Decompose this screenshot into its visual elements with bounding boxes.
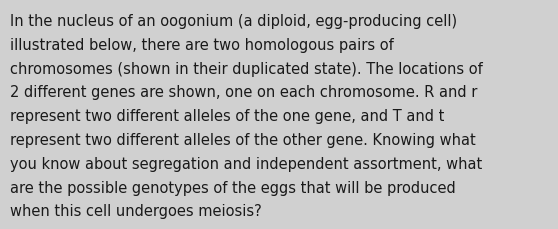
Text: when this cell undergoes meiosis?: when this cell undergoes meiosis? xyxy=(10,204,262,218)
Text: 2 different genes are shown, one on each chromosome. R and r: 2 different genes are shown, one on each… xyxy=(10,85,478,100)
Text: In the nucleus of an oogonium (a diploid, egg-producing cell): In the nucleus of an oogonium (a diploid… xyxy=(10,14,457,29)
Text: you know about segregation and independent assortment, what: you know about segregation and independe… xyxy=(10,156,482,171)
Text: illustrated below, there are two homologous pairs of: illustrated below, there are two homolog… xyxy=(10,38,394,53)
Text: represent two different alleles of the other gene. Knowing what: represent two different alleles of the o… xyxy=(10,132,476,147)
Text: represent two different alleles of the one gene, and T and t: represent two different alleles of the o… xyxy=(10,109,444,124)
Text: chromosomes (shown in their duplicated state). The locations of: chromosomes (shown in their duplicated s… xyxy=(10,61,483,76)
Text: are the possible genotypes of the eggs that will be produced: are the possible genotypes of the eggs t… xyxy=(10,180,456,195)
